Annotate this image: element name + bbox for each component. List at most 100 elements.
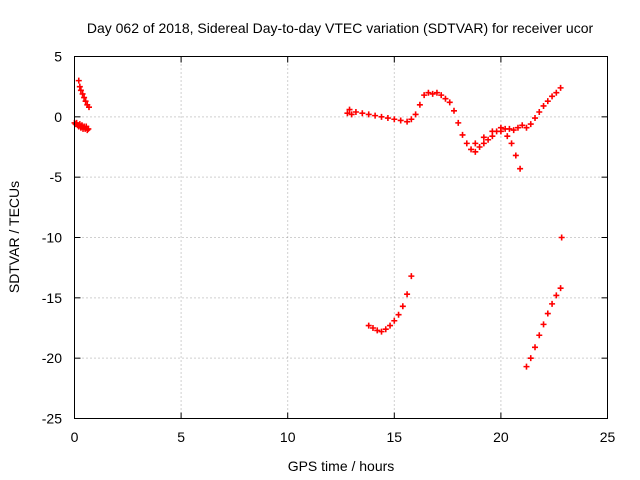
data-point bbox=[404, 291, 411, 298]
x-axis-title: GPS time / hours bbox=[288, 458, 395, 474]
data-point bbox=[450, 107, 457, 114]
data-point bbox=[348, 111, 355, 118]
data-point bbox=[540, 321, 547, 328]
data-point bbox=[544, 310, 551, 317]
data-point bbox=[480, 140, 487, 147]
data-point bbox=[408, 116, 415, 123]
data-point bbox=[421, 92, 428, 99]
x-tick-label: 10 bbox=[280, 429, 296, 445]
data-point bbox=[536, 109, 543, 116]
y-tick-labels: 5 0 -5 -10 -15 -20 -25 bbox=[42, 49, 62, 427]
data-point bbox=[79, 90, 86, 97]
data-point bbox=[463, 140, 470, 147]
data-point bbox=[365, 322, 372, 329]
data-point bbox=[540, 102, 547, 109]
data-point bbox=[397, 117, 404, 124]
x-tick-label: 0 bbox=[71, 429, 79, 445]
data-point bbox=[344, 110, 351, 117]
data-point bbox=[514, 124, 521, 131]
data-point bbox=[504, 133, 511, 140]
y-axis-title: SDTVAR / TECUs bbox=[6, 181, 22, 293]
data-point bbox=[544, 98, 551, 105]
data-point bbox=[382, 326, 389, 333]
data-point bbox=[346, 106, 353, 113]
data-point bbox=[395, 311, 402, 318]
y-tick-label: -15 bbox=[42, 290, 62, 306]
data-point bbox=[85, 125, 92, 132]
data-point bbox=[536, 332, 543, 339]
data-points bbox=[71, 77, 565, 370]
data-point bbox=[468, 146, 475, 153]
data-point bbox=[446, 99, 453, 106]
y-tick-label: -25 bbox=[42, 411, 62, 427]
x-tick-label: 20 bbox=[493, 429, 509, 445]
data-point bbox=[442, 95, 449, 102]
data-point bbox=[429, 90, 436, 97]
data-point bbox=[399, 303, 406, 310]
data-point bbox=[527, 121, 534, 128]
data-point bbox=[77, 87, 84, 94]
data-point bbox=[378, 328, 385, 335]
data-point bbox=[523, 363, 530, 370]
y-tick-label: -20 bbox=[42, 350, 62, 366]
y-tick-label: 0 bbox=[54, 109, 62, 125]
x-tick-label: 15 bbox=[387, 429, 403, 445]
data-point bbox=[425, 89, 432, 96]
data-point bbox=[378, 113, 385, 120]
data-point bbox=[404, 118, 411, 125]
x-tick-labels: 0 5 10 15 20 25 bbox=[71, 429, 616, 445]
data-point bbox=[557, 84, 564, 91]
data-point bbox=[549, 93, 556, 100]
data-point bbox=[557, 285, 564, 292]
data-point bbox=[359, 110, 366, 117]
data-point bbox=[365, 111, 372, 118]
data-point bbox=[391, 317, 398, 324]
data-point bbox=[438, 92, 445, 99]
data-point bbox=[459, 131, 466, 138]
y-tick-label: -10 bbox=[42, 230, 62, 246]
data-point bbox=[497, 128, 504, 135]
data-point bbox=[532, 344, 539, 351]
x-tick-label: 5 bbox=[177, 429, 185, 445]
data-point bbox=[480, 134, 487, 141]
x-tick-label: 25 bbox=[600, 429, 616, 445]
data-point bbox=[85, 104, 92, 111]
axis-ticks bbox=[74, 56, 608, 419]
data-point bbox=[352, 109, 359, 116]
data-point bbox=[558, 234, 565, 241]
data-point bbox=[76, 83, 83, 90]
data-point bbox=[510, 127, 517, 134]
y-tick-label: -5 bbox=[50, 169, 63, 185]
data-point bbox=[412, 111, 419, 118]
data-point bbox=[384, 115, 391, 122]
data-point bbox=[553, 89, 560, 96]
data-point bbox=[387, 322, 394, 329]
data-point bbox=[549, 300, 556, 307]
data-point bbox=[391, 116, 398, 123]
data-point bbox=[416, 101, 423, 108]
data-point bbox=[506, 125, 513, 132]
data-point bbox=[476, 144, 483, 150]
data-point bbox=[374, 327, 381, 334]
grid bbox=[74, 56, 608, 419]
data-point bbox=[369, 325, 376, 331]
y-tick-label: 5 bbox=[54, 49, 62, 65]
data-point bbox=[82, 98, 89, 105]
chart-title: Day 062 of 2018, Sidereal Day-to-day VTE… bbox=[87, 20, 594, 36]
data-point bbox=[517, 165, 524, 172]
data-point bbox=[372, 112, 379, 119]
data-point bbox=[472, 148, 479, 155]
data-point bbox=[519, 122, 526, 129]
data-point bbox=[485, 136, 492, 143]
data-point bbox=[527, 355, 534, 362]
data-point bbox=[81, 94, 88, 101]
data-point bbox=[455, 119, 462, 126]
data-point bbox=[472, 140, 479, 147]
plot-frame bbox=[74, 56, 608, 419]
data-point bbox=[512, 152, 519, 159]
data-point bbox=[75, 77, 82, 84]
data-point bbox=[489, 128, 496, 135]
data-point bbox=[408, 273, 415, 280]
data-point bbox=[508, 140, 515, 147]
